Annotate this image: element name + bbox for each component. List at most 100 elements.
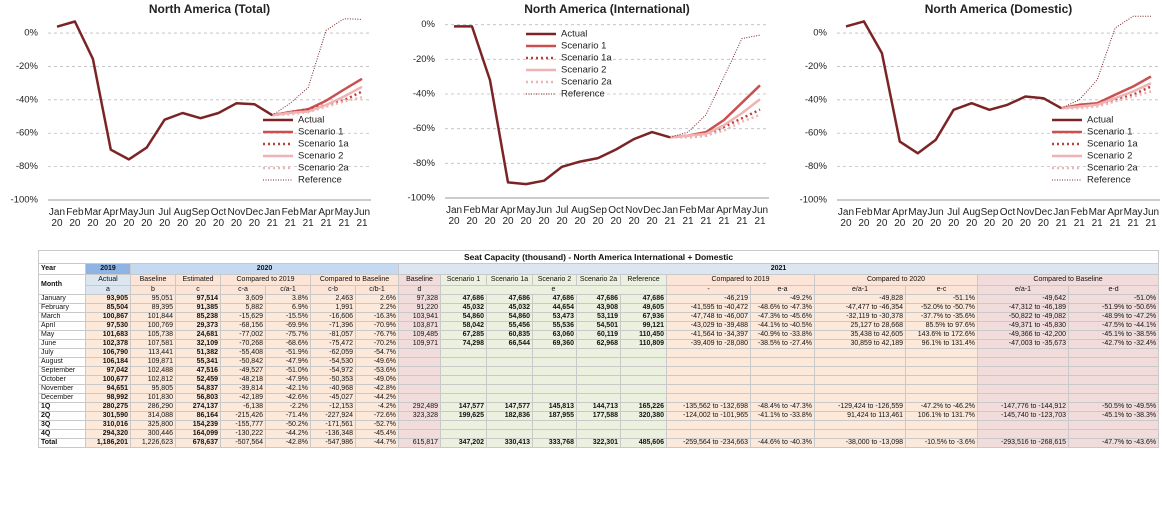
value-cell [486,393,533,403]
row-label: August [38,357,86,367]
value-cell: 102,378 [85,339,131,349]
value-cell [666,393,751,403]
legend-label: Scenario 1a [561,53,612,64]
code-header: d [398,285,441,295]
x-tick-label: Mar 20 [481,205,499,227]
value-cell: 147,577 [486,402,533,412]
value-cell: 106.1% to 131.7% [905,411,978,421]
value-cell: 93,905 [85,294,131,304]
x-tick-label: May 20 [516,205,536,227]
value-cell [1067,375,1160,385]
value-cell [576,384,621,394]
value-cell: -55,408 [220,348,266,358]
value-cell [750,366,815,376]
x-tick-label: Aug 20 [571,205,589,227]
value-cell: 6.9% [265,303,311,313]
legend-label: Reference [298,175,342,186]
group-header: Reference [620,274,667,286]
value-cell [905,348,978,358]
value-cell: -39,409 to -28,080 [666,339,751,349]
value-cell: -136,348 [310,429,356,439]
value-cell: 54,837 [175,384,221,394]
value-cell: 323,328 [398,411,441,421]
value-cell: -259,564 to -234,663 [666,438,751,448]
value-cell [440,375,487,385]
chart-title: North America (International) [524,2,690,16]
charts-svg: North America (Total) 0% -20% -40% -60% -80% -… [11,2,1160,206]
x-tick-label: Aug 20 [962,207,981,229]
series-line [670,113,761,139]
value-cell [814,366,906,376]
value-cell [814,384,906,394]
value-cell: -47,003 to -35,673 [977,339,1069,349]
value-cell: 60,835 [486,330,533,340]
row-label: March [38,312,86,322]
code-header: c/a-1 [265,285,311,295]
year-header: 2020 [130,263,399,275]
x-tick-label: Jun 20 [927,207,944,229]
value-cell: -227,924 [310,411,356,421]
value-cell [905,429,978,439]
value-cell [977,420,1069,430]
value-cell: -49.6% [355,357,399,367]
row-label: July [38,348,86,358]
value-cell: 86,164 [175,411,221,421]
value-cell: -51.0% [265,366,311,376]
value-cell [977,357,1069,367]
value-cell: 45,032 [486,303,533,313]
value-cell [532,393,577,403]
x-tick-label: Apr 20 [892,207,908,229]
x-tick-label: May 20 [119,207,139,229]
value-cell: 99,121 [620,321,667,331]
value-cell: -49,371 to -45,830 [977,321,1069,331]
value-cell: 145,813 [532,402,577,412]
value-cell: 96.1% to 131.4% [905,339,978,349]
value-cell: -49,366 to -42,200 [977,330,1069,340]
code-header: c [175,285,221,295]
value-cell [1067,348,1160,358]
value-cell [814,348,906,358]
value-cell: -45.1% to -38.5% [1067,330,1160,340]
value-cell: 347,202 [440,438,487,448]
value-cell: -47.9% [265,375,311,385]
value-cell: 109,971 [398,339,441,349]
value-cell [666,357,751,367]
value-cell: 3.8% [265,294,311,304]
value-cell: 101,683 [85,330,131,340]
seat-capacity-table: Seat Capacity (thousand) - North America… [37,250,1160,448]
value-cell: 35,438 to 42,605 [814,330,906,340]
value-cell: -47.9% [265,357,311,367]
value-cell: -124,002 to -101,965 [666,411,751,421]
value-cell: 106,184 [85,357,131,367]
legend-label: Scenario 1a [298,139,349,150]
value-cell: -4.2% [355,402,399,412]
value-cell: 1,186,201 [85,438,131,448]
x-tick-label: Feb 21 [281,207,299,229]
value-cell: 74,298 [440,339,487,349]
legend-label: Scenario 1 [561,41,606,52]
x-tick-label: Sep 20 [589,205,607,227]
series-line [56,20,273,161]
value-cell [440,348,487,358]
legend-label: Scenario 2 [1087,151,1132,162]
value-cell: 615,817 [398,438,441,448]
x-tick-label: May 20 [908,207,928,229]
x-tick-label: Feb 20 [855,207,873,229]
value-cell [576,348,621,358]
series-line [1061,15,1151,109]
value-cell [532,429,577,439]
value-cell [905,384,978,394]
value-cell: 55,341 [175,357,221,367]
series-line [1061,81,1152,110]
series-line [272,85,363,117]
x-tick-label: Jul 20 [158,207,172,229]
value-cell: -38,000 to -13,098 [814,438,906,448]
code-header: c/b-1 [355,285,399,295]
value-cell: -50.5% to -49.5% [1067,402,1160,412]
value-cell: -76.7% [355,330,399,340]
value-cell [1067,357,1160,367]
group-header: Estimated [175,274,221,286]
value-cell: 310,016 [85,420,131,430]
value-cell: 94,651 [85,384,131,394]
value-cell [905,366,978,376]
